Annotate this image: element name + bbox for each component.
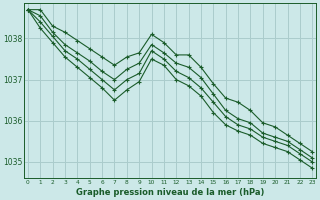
X-axis label: Graphe pression niveau de la mer (hPa): Graphe pression niveau de la mer (hPa) (76, 188, 264, 197)
